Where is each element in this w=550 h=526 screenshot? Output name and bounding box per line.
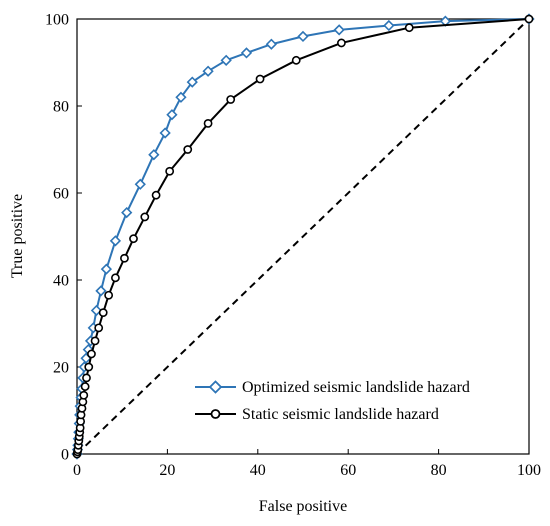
- data-point: [404, 23, 414, 33]
- diagonal-reference-line: [76, 18, 530, 455]
- data-point: [226, 95, 236, 104]
- data-point: [166, 109, 178, 121]
- data-point: [134, 178, 146, 190]
- data-point: [291, 55, 301, 65]
- data-point: [240, 47, 253, 59]
- x-tick-label: 20: [159, 462, 175, 479]
- series-static: [72, 14, 534, 459]
- data-point: [94, 323, 104, 333]
- y-tick-label: 40: [53, 273, 69, 290]
- data-point: [524, 14, 534, 24]
- data-point: [186, 76, 198, 88]
- y-axis-title: True positive: [9, 194, 26, 278]
- y-tick-label: 20: [53, 360, 69, 377]
- data-point: [175, 91, 187, 103]
- data-point: [148, 149, 160, 161]
- data-point: [84, 362, 94, 372]
- data-point: [90, 336, 100, 346]
- x-tick-label: 40: [250, 462, 266, 479]
- x-tick-labels: 0 20 40 60 80 100: [73, 462, 541, 479]
- series-layer: [71, 13, 535, 460]
- legend: Optimized seismic landslide hazard Stati…: [195, 379, 470, 423]
- legend-marker-optimized: [208, 380, 223, 394]
- data-point: [165, 166, 175, 176]
- data-point: [140, 212, 150, 222]
- data-point: [109, 235, 122, 247]
- data-point: [100, 263, 113, 275]
- data-point: [220, 54, 232, 66]
- data-point: [202, 65, 214, 77]
- data-point: [255, 74, 265, 84]
- y-tick-label: 100: [45, 12, 69, 29]
- data-point: [183, 145, 193, 154]
- data-point: [129, 234, 138, 244]
- data-point: [80, 382, 90, 391]
- data-point: [98, 308, 108, 318]
- legend-label-static: Static seismic landslide hazard: [242, 406, 439, 423]
- data-point: [120, 253, 129, 263]
- y-tick-label: 0: [61, 447, 69, 464]
- x-tick-label: 0: [73, 462, 81, 479]
- x-tick-label: 80: [431, 462, 447, 479]
- x-tick-label: 100: [517, 462, 541, 479]
- x-axis-title: False positive: [259, 498, 347, 515]
- data-point: [90, 304, 103, 317]
- data-point: [333, 24, 345, 36]
- data-point: [337, 38, 346, 48]
- data-point: [87, 349, 96, 359]
- data-point: [265, 38, 277, 50]
- data-point: [111, 273, 120, 283]
- legend-label-optimized: Optimized seismic landslide hazard: [242, 379, 470, 396]
- y-tick-labels: 0 20 40 60 80 100: [45, 12, 69, 464]
- data-point: [383, 19, 395, 32]
- data-point: [79, 390, 89, 400]
- data-point: [121, 206, 133, 219]
- legend-marker-static: [210, 409, 221, 419]
- data-point: [95, 285, 107, 297]
- y-tick-label: 80: [53, 99, 69, 116]
- data-point: [82, 373, 91, 383]
- y-tick-label: 60: [53, 186, 69, 203]
- x-tick-label: 60: [340, 462, 356, 479]
- data-point: [203, 119, 213, 128]
- data-point: [159, 127, 171, 139]
- data-point: [297, 30, 309, 43]
- data-point: [104, 290, 114, 300]
- plot-frame: [76, 18, 530, 455]
- data-point: [151, 190, 161, 200]
